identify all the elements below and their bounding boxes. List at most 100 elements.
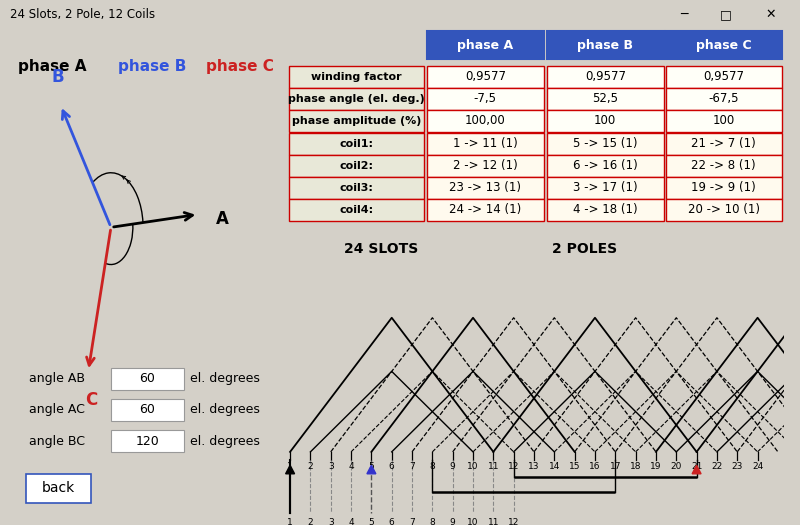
Text: phase angle (el. deg.): phase angle (el. deg.) [288, 93, 425, 104]
Text: 3: 3 [328, 462, 334, 471]
Text: 0,9577: 0,9577 [585, 70, 626, 83]
Text: 11: 11 [487, 462, 499, 471]
Text: 23 -> 13 (1): 23 -> 13 (1) [450, 182, 522, 194]
FancyBboxPatch shape [546, 199, 664, 221]
FancyBboxPatch shape [426, 110, 544, 132]
Text: 2 POLES: 2 POLES [552, 243, 618, 257]
Text: phase A: phase A [457, 39, 514, 51]
Text: 1 -> 11 (1): 1 -> 11 (1) [453, 138, 518, 150]
Text: phase C: phase C [206, 59, 274, 74]
Text: angle BC: angle BC [30, 435, 86, 448]
Text: □: □ [720, 8, 731, 21]
Text: coil3:: coil3: [339, 183, 374, 193]
FancyBboxPatch shape [111, 368, 184, 390]
FancyBboxPatch shape [546, 133, 664, 155]
FancyBboxPatch shape [426, 199, 544, 221]
Text: winding factor: winding factor [311, 71, 402, 82]
Text: 6: 6 [389, 462, 394, 471]
Text: A: A [216, 211, 229, 228]
Text: 7: 7 [409, 518, 415, 525]
Polygon shape [367, 465, 376, 474]
Text: phase B: phase B [578, 39, 634, 51]
Polygon shape [286, 465, 294, 474]
Text: el. degrees: el. degrees [190, 435, 260, 448]
FancyBboxPatch shape [426, 133, 544, 155]
Text: 5 -> 15 (1): 5 -> 15 (1) [573, 138, 638, 150]
Text: phase A: phase A [18, 59, 87, 74]
FancyBboxPatch shape [111, 399, 184, 421]
FancyBboxPatch shape [666, 199, 782, 221]
FancyBboxPatch shape [666, 66, 782, 88]
FancyBboxPatch shape [666, 88, 782, 110]
Text: 6: 6 [389, 518, 394, 525]
Text: 21 -> 7 (1): 21 -> 7 (1) [691, 138, 756, 150]
FancyBboxPatch shape [289, 133, 424, 155]
Text: angle AC: angle AC [30, 403, 85, 416]
Text: el. degrees: el. degrees [190, 403, 260, 416]
Text: 16: 16 [590, 462, 601, 471]
Text: phase C: phase C [696, 39, 751, 51]
FancyBboxPatch shape [289, 66, 424, 88]
Text: 24 -> 14 (1): 24 -> 14 (1) [449, 204, 522, 216]
FancyBboxPatch shape [546, 31, 664, 59]
Text: 60: 60 [139, 372, 155, 385]
FancyBboxPatch shape [426, 88, 544, 110]
Text: coil4:: coil4: [339, 205, 374, 215]
Text: 24 SLOTS: 24 SLOTS [345, 243, 418, 257]
Text: 5: 5 [369, 462, 374, 471]
Text: 21: 21 [691, 462, 702, 471]
FancyBboxPatch shape [546, 110, 664, 132]
Polygon shape [692, 465, 701, 474]
Text: phase amplitude (%): phase amplitude (%) [292, 116, 421, 126]
Text: 7: 7 [409, 462, 415, 471]
FancyBboxPatch shape [546, 66, 664, 88]
Text: coil1:: coil1: [339, 139, 374, 149]
Text: ─: ─ [680, 8, 688, 21]
FancyBboxPatch shape [289, 177, 424, 199]
Text: 9: 9 [450, 518, 455, 525]
FancyBboxPatch shape [426, 177, 544, 199]
FancyBboxPatch shape [666, 155, 782, 177]
Text: angle AB: angle AB [30, 372, 86, 385]
Text: B: B [51, 68, 64, 86]
Text: 2: 2 [308, 462, 314, 471]
Text: 18: 18 [630, 462, 642, 471]
Text: 3: 3 [328, 518, 334, 525]
Text: phase B: phase B [118, 59, 186, 74]
FancyBboxPatch shape [289, 110, 424, 132]
Text: 24 Slots, 2 Pole, 12 Coils: 24 Slots, 2 Pole, 12 Coils [10, 8, 154, 21]
Text: 0,9577: 0,9577 [703, 70, 744, 83]
Text: 0,9577: 0,9577 [465, 70, 506, 83]
Text: 120: 120 [135, 435, 159, 448]
Text: 15: 15 [569, 462, 581, 471]
Text: 4: 4 [348, 462, 354, 471]
FancyBboxPatch shape [289, 199, 424, 221]
Text: 6 -> 16 (1): 6 -> 16 (1) [573, 160, 638, 172]
FancyBboxPatch shape [666, 31, 782, 59]
Text: 11: 11 [487, 518, 499, 525]
FancyBboxPatch shape [546, 177, 664, 199]
Text: 14: 14 [549, 462, 560, 471]
Text: 10: 10 [467, 518, 478, 525]
Text: 5: 5 [369, 518, 374, 525]
Text: 10: 10 [467, 462, 478, 471]
Text: 19: 19 [650, 462, 662, 471]
Text: 22 -> 8 (1): 22 -> 8 (1) [691, 160, 756, 172]
Text: -67,5: -67,5 [708, 92, 738, 105]
Text: 1: 1 [287, 462, 293, 471]
FancyBboxPatch shape [666, 177, 782, 199]
FancyBboxPatch shape [26, 474, 90, 502]
Text: 60: 60 [139, 403, 155, 416]
Text: ✕: ✕ [765, 8, 776, 21]
Text: 24: 24 [752, 462, 763, 471]
Text: 2: 2 [308, 518, 314, 525]
FancyBboxPatch shape [426, 31, 544, 59]
Text: back: back [42, 481, 75, 495]
Text: 2 -> 12 (1): 2 -> 12 (1) [453, 160, 518, 172]
Text: 4: 4 [348, 518, 354, 525]
FancyBboxPatch shape [666, 110, 782, 132]
Text: 100: 100 [594, 114, 616, 127]
FancyBboxPatch shape [546, 155, 664, 177]
Text: 100: 100 [712, 114, 734, 127]
Text: 20 -> 10 (1): 20 -> 10 (1) [687, 204, 759, 216]
